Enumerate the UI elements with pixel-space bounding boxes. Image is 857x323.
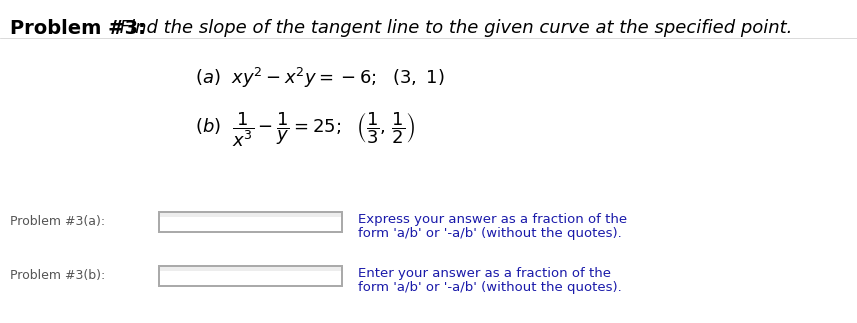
Text: Find the slope of the tangent line to the given curve at the specified point.: Find the slope of the tangent line to th… — [114, 19, 793, 37]
Text: Enter your answer as a fraction of the: Enter your answer as a fraction of the — [358, 267, 611, 280]
Text: form 'a/b' or '-a/b' (without the quotes).: form 'a/b' or '-a/b' (without the quotes… — [358, 281, 621, 294]
Bar — [158, 211, 343, 233]
Bar — [158, 265, 343, 287]
Text: form 'a/b' or '-a/b' (without the quotes).: form 'a/b' or '-a/b' (without the quotes… — [358, 227, 621, 240]
Bar — [160, 213, 341, 217]
Text: Express your answer as a fraction of the: Express your answer as a fraction of the — [358, 213, 627, 226]
Text: Problem #3(b):: Problem #3(b): — [10, 269, 105, 283]
Bar — [160, 213, 341, 231]
Text: Problem #3:: Problem #3: — [10, 18, 146, 37]
Bar — [160, 267, 341, 271]
Text: $\mathit{(a)}\ \ xy^2 - x^2y = -6;\ \ (3,\ 1)$: $\mathit{(a)}\ \ xy^2 - x^2y = -6;\ \ (3… — [195, 66, 445, 90]
Bar — [160, 267, 341, 285]
Text: $\mathit{(b)}\ \ \dfrac{1}{x^3} - \dfrac{1}{y} = 25;\ \ \left(\dfrac{1}{3},\, \d: $\mathit{(b)}\ \ \dfrac{1}{x^3} - \dfrac… — [195, 111, 416, 149]
Text: Problem #3(a):: Problem #3(a): — [10, 215, 105, 228]
